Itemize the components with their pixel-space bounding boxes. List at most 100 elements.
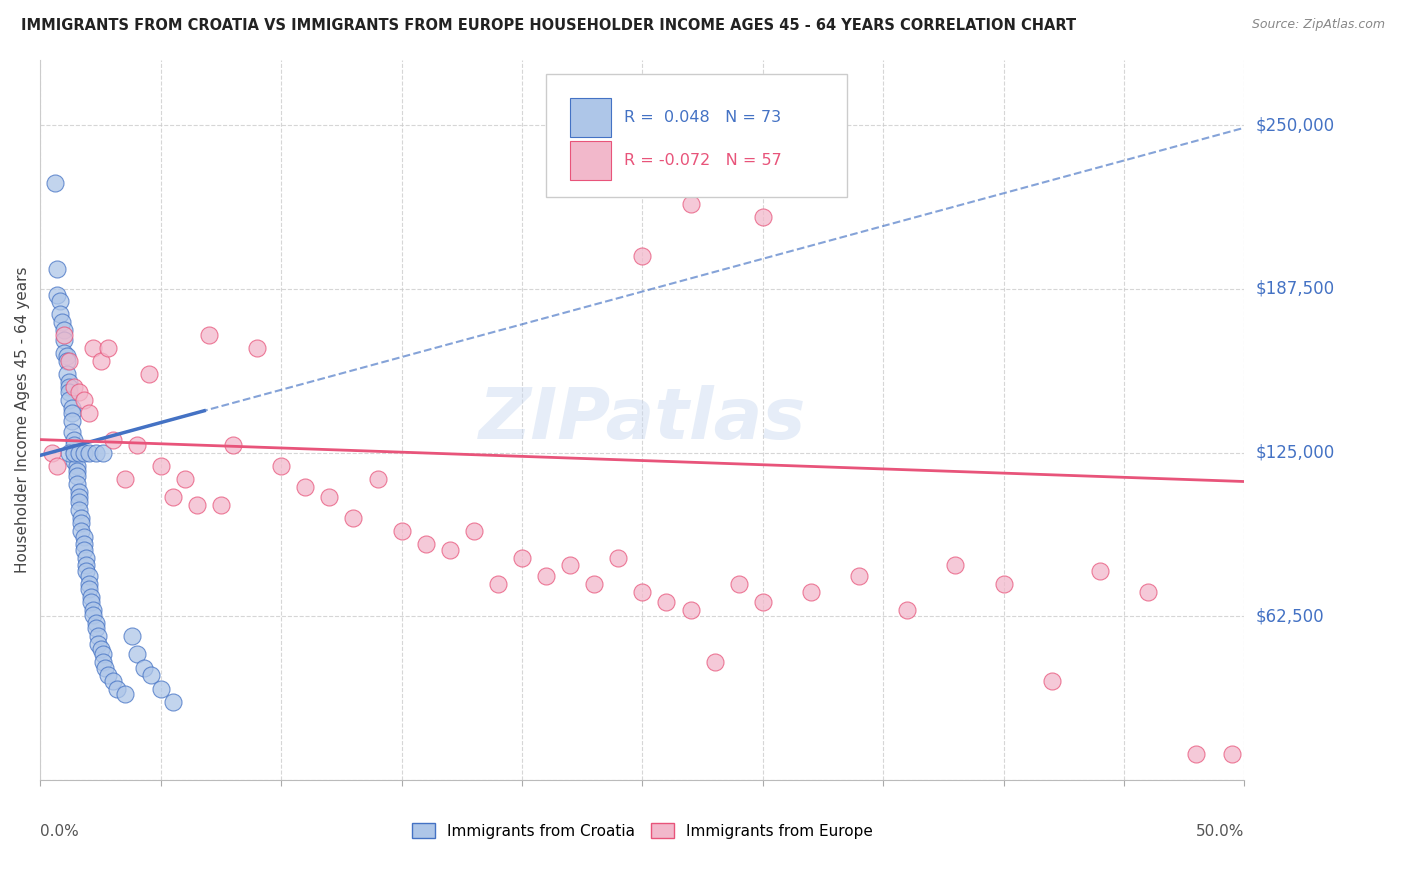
Point: [73, 393, 96, 408]
Text: $250,000: $250,000: [1256, 116, 1334, 134]
Point: [63, 380, 86, 394]
Point: [727, 576, 749, 591]
Point: [1185, 747, 1208, 761]
Point: [80, 595, 103, 609]
FancyBboxPatch shape: [571, 141, 612, 180]
Point: [91, 446, 114, 460]
Point: [53, 327, 76, 342]
Point: [655, 595, 678, 609]
Point: [945, 558, 967, 573]
Point: [246, 341, 269, 355]
Point: [56, 354, 79, 368]
Text: $62,500: $62,500: [1256, 607, 1324, 625]
Point: [82, 608, 104, 623]
Point: [294, 480, 316, 494]
Point: [82, 341, 104, 355]
Point: [67, 446, 90, 460]
Point: [67, 490, 90, 504]
Point: [415, 537, 437, 551]
Point: [162, 490, 184, 504]
Point: [752, 210, 775, 224]
Legend: Immigrants from Croatia, Immigrants from Europe: Immigrants from Croatia, Immigrants from…: [406, 816, 879, 845]
Text: IMMIGRANTS FROM CROATIA VS IMMIGRANTS FROM EUROPE HOUSEHOLDER INCOME AGES 45 - 6: IMMIGRANTS FROM CROATIA VS IMMIGRANTS FR…: [21, 18, 1076, 33]
Point: [67, 385, 90, 400]
Point: [73, 542, 96, 557]
Point: [75, 550, 97, 565]
Text: ZIPatlas: ZIPatlas: [478, 385, 806, 454]
Point: [56, 349, 79, 363]
Point: [125, 648, 148, 662]
Point: [48, 307, 70, 321]
Point: [993, 576, 1015, 591]
Text: 0.0%: 0.0%: [41, 823, 79, 838]
Point: [60, 425, 83, 439]
Point: [90, 354, 112, 368]
Point: [63, 438, 86, 452]
Point: [631, 249, 654, 263]
Point: [510, 550, 533, 565]
Point: [631, 584, 654, 599]
Point: [60, 401, 83, 416]
Text: $125,000: $125,000: [1256, 443, 1334, 462]
Point: [101, 433, 124, 447]
Point: [41, 446, 63, 460]
Point: [149, 458, 172, 473]
Point: [60, 406, 83, 420]
Point: [138, 367, 160, 381]
Point: [896, 603, 918, 617]
Point: [198, 327, 221, 342]
Point: [73, 530, 96, 544]
Point: [51, 315, 73, 329]
Point: [60, 414, 83, 428]
Point: [91, 648, 114, 662]
Point: [209, 498, 232, 512]
Point: [65, 464, 87, 478]
Point: [46, 262, 69, 277]
Point: [46, 288, 69, 302]
Point: [82, 603, 104, 617]
Point: [48, 293, 70, 308]
Point: [58, 446, 80, 460]
Point: [77, 406, 100, 420]
Point: [56, 367, 79, 381]
Text: 50.0%: 50.0%: [1197, 823, 1244, 838]
Text: Source: ZipAtlas.com: Source: ZipAtlas.com: [1251, 18, 1385, 31]
Point: [607, 550, 630, 565]
Point: [97, 341, 120, 355]
Point: [80, 590, 103, 604]
Point: [1040, 673, 1063, 688]
Point: [367, 472, 389, 486]
Point: [77, 582, 100, 596]
Point: [63, 446, 86, 460]
Point: [132, 660, 155, 674]
Point: [65, 458, 87, 473]
Point: [222, 438, 245, 452]
Point: [270, 458, 292, 473]
Point: [318, 490, 340, 504]
Point: [94, 660, 117, 674]
Point: [70, 524, 93, 539]
FancyBboxPatch shape: [546, 74, 846, 196]
Point: [58, 385, 80, 400]
Point: [73, 537, 96, 551]
Y-axis label: Householder Income Ages 45 - 64 years: Householder Income Ages 45 - 64 years: [15, 267, 30, 574]
Point: [87, 629, 110, 643]
Point: [58, 393, 80, 408]
Point: [77, 446, 100, 460]
Point: [65, 469, 87, 483]
Point: [53, 346, 76, 360]
Text: $187,500: $187,500: [1256, 280, 1334, 298]
Point: [534, 569, 557, 583]
Point: [63, 433, 86, 447]
Point: [583, 576, 606, 591]
Point: [107, 681, 129, 696]
Point: [174, 472, 197, 486]
Point: [848, 569, 870, 583]
Point: [67, 495, 90, 509]
Point: [186, 498, 208, 512]
Point: [53, 322, 76, 336]
Point: [114, 472, 136, 486]
Point: [91, 656, 114, 670]
Point: [58, 375, 80, 389]
Point: [1137, 584, 1160, 599]
